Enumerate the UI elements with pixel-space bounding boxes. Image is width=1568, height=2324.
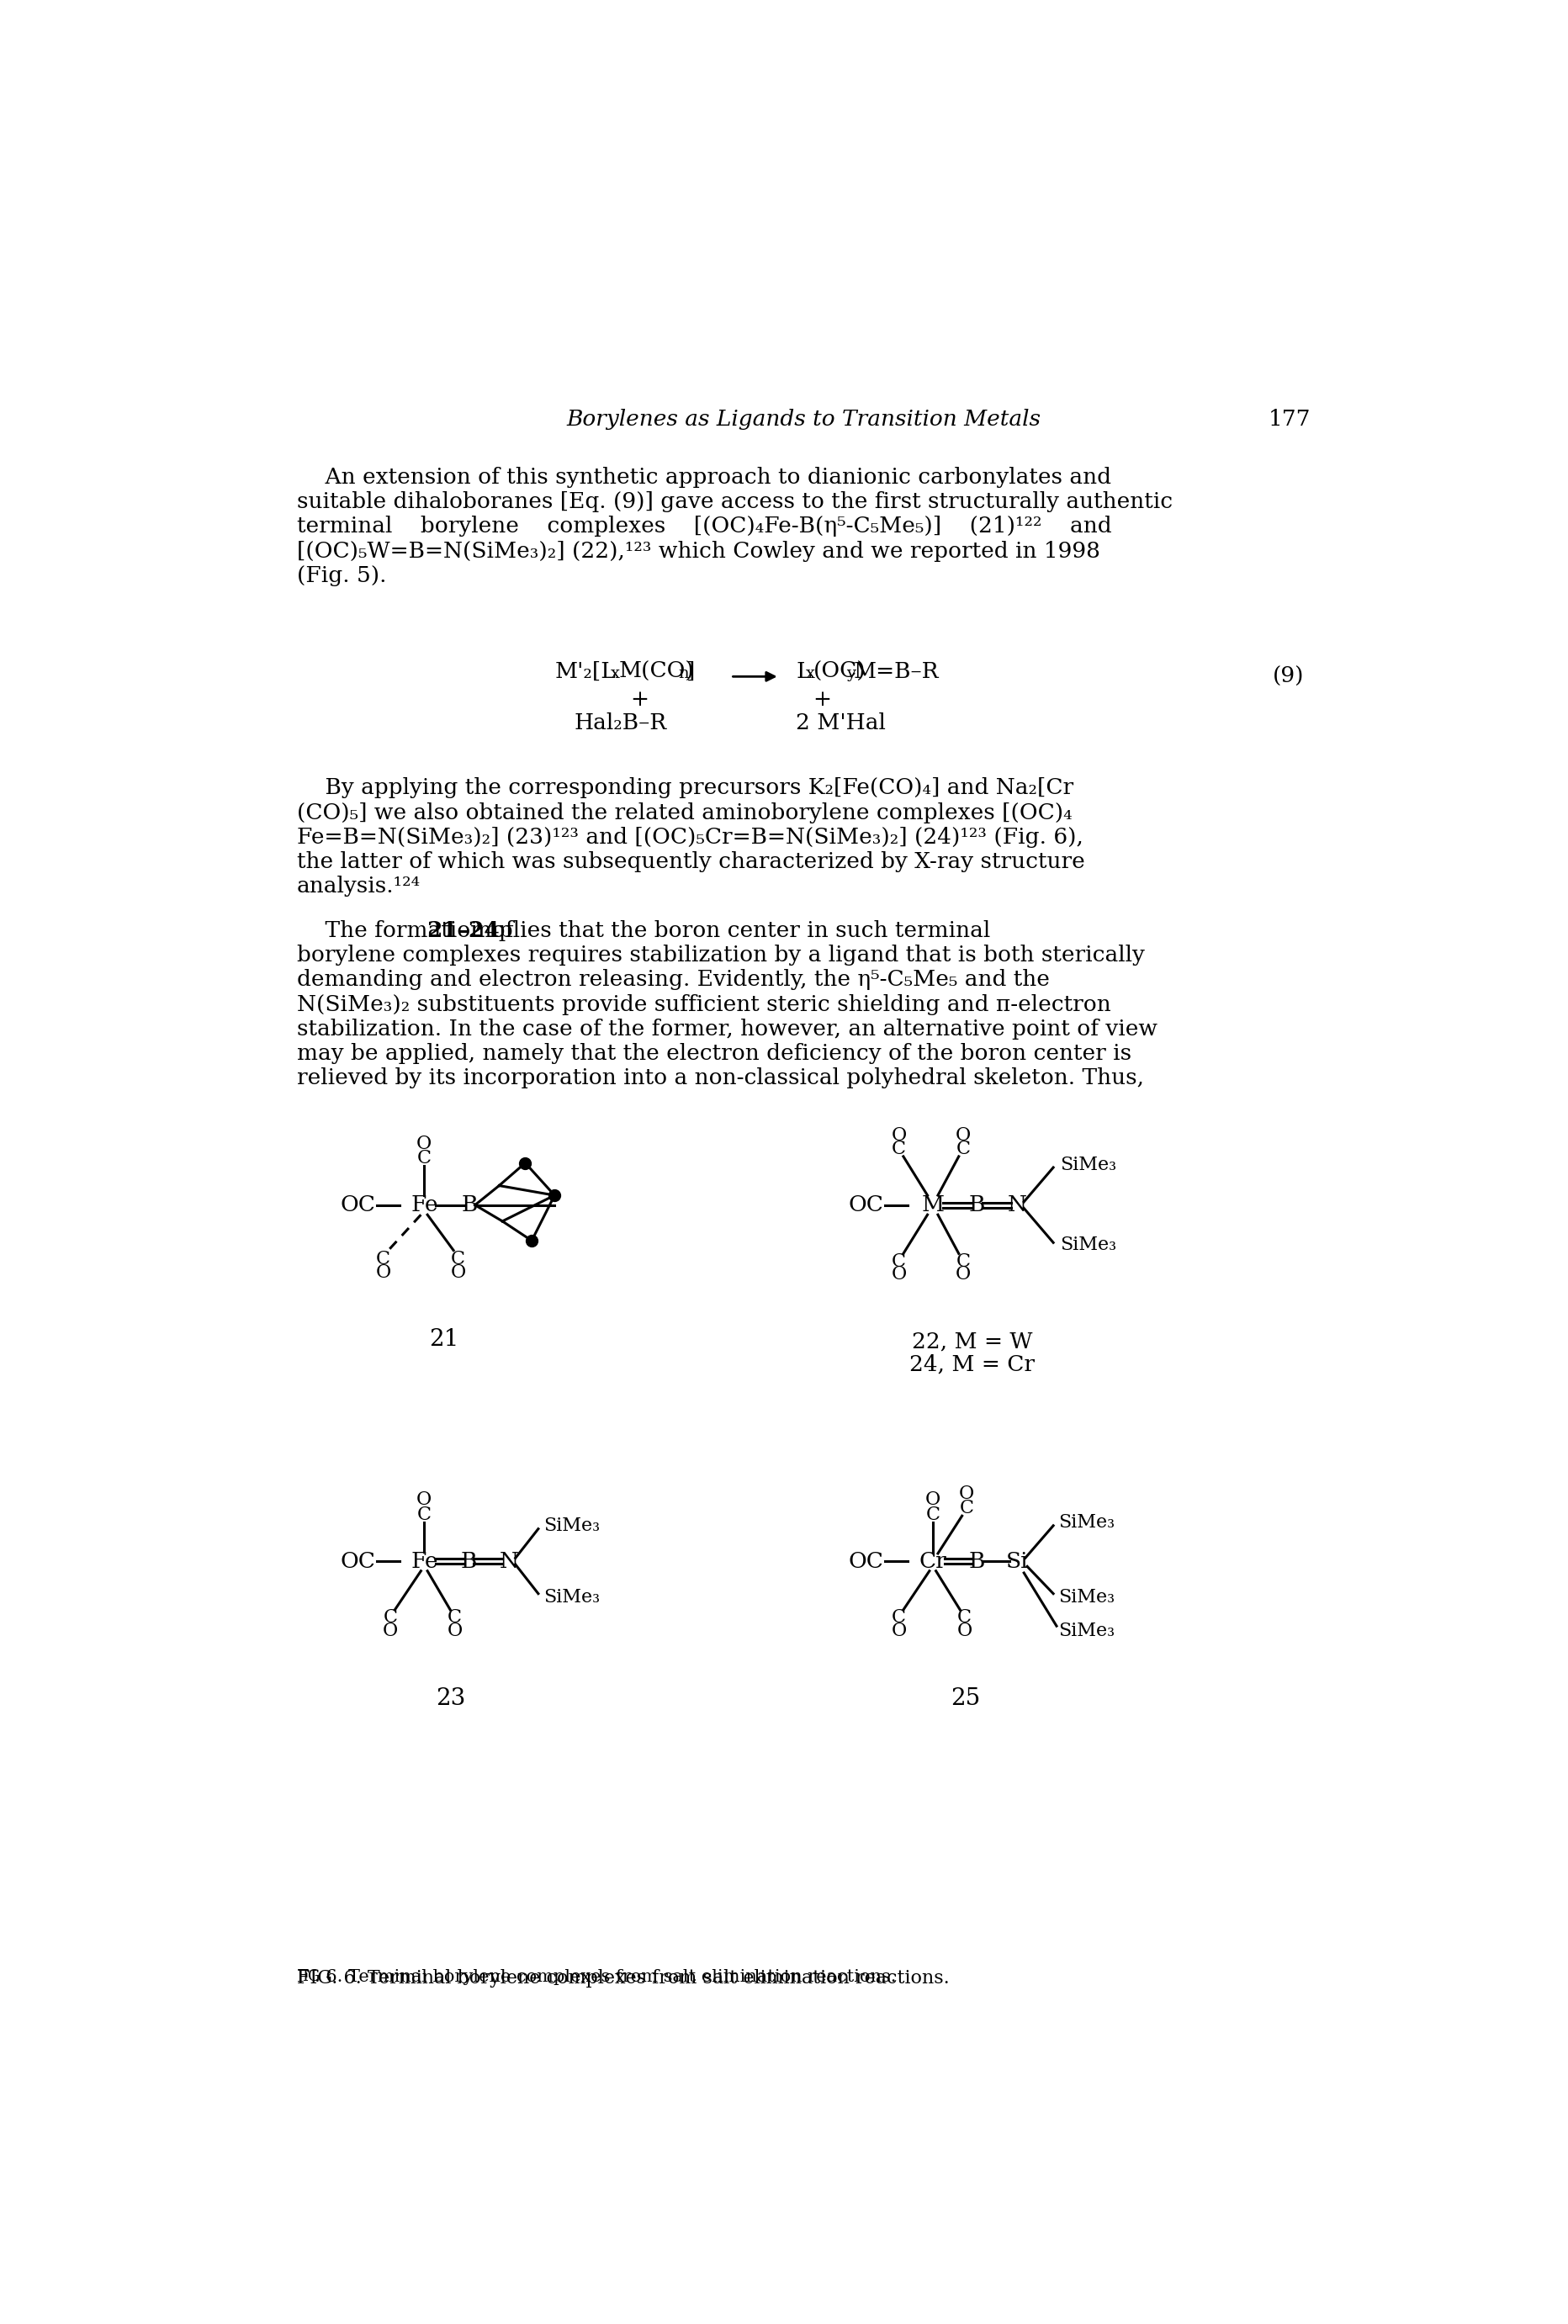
Text: C: C: [892, 1139, 906, 1157]
Text: F: F: [296, 1968, 309, 1985]
Text: implies that the boron center in such terminal: implies that the boron center in such te…: [463, 920, 989, 941]
Text: O: O: [375, 1264, 390, 1281]
Text: C: C: [956, 1253, 971, 1271]
Text: 25: 25: [950, 1687, 980, 1710]
Text: C: C: [448, 1608, 463, 1627]
Text: 177: 177: [1269, 409, 1311, 430]
Text: SiMe₃: SiMe₃: [1060, 1155, 1116, 1174]
Text: . 6. Terminal borylene complexes from salt elimination reactions.: . 6. Terminal borylene complexes from sa…: [315, 1968, 897, 1985]
Text: O: O: [417, 1134, 431, 1153]
Text: C: C: [452, 1250, 466, 1269]
Text: OC: OC: [340, 1195, 375, 1215]
Text: 21: 21: [430, 1327, 458, 1350]
Text: B: B: [969, 1550, 985, 1571]
Text: ]: ]: [687, 660, 695, 681]
Text: 2 M'Hal: 2 M'Hal: [797, 711, 886, 732]
Text: C: C: [417, 1148, 431, 1167]
Text: L: L: [797, 660, 811, 681]
Text: B: B: [969, 1195, 985, 1215]
Text: SiMe₃: SiMe₃: [1058, 1622, 1115, 1641]
Text: An extension of this synthetic approach to dianionic carbonylates and: An extension of this synthetic approach …: [296, 467, 1112, 488]
Text: C: C: [383, 1608, 397, 1627]
Text: The formation of: The formation of: [296, 920, 521, 941]
Text: (9): (9): [1273, 667, 1305, 688]
Text: [(OC)₅W=B=N(SiMe₃)₂] (22),¹²³ which Cowley and we reported in 1998: [(OC)₅W=B=N(SiMe₃)₂] (22),¹²³ which Cowl…: [296, 541, 1101, 562]
Text: O: O: [960, 1485, 974, 1504]
Text: O: O: [891, 1127, 906, 1146]
Text: OC: OC: [340, 1550, 375, 1571]
Text: y: y: [847, 667, 855, 681]
Text: C: C: [417, 1506, 431, 1525]
Text: C: C: [892, 1608, 906, 1627]
Text: SiMe₃: SiMe₃: [544, 1587, 601, 1606]
Text: x: x: [806, 667, 815, 681]
Text: O: O: [891, 1622, 906, 1641]
Text: analysis.¹²⁴: analysis.¹²⁴: [296, 876, 420, 897]
Text: O: O: [955, 1127, 971, 1146]
Text: B: B: [461, 1195, 478, 1215]
Text: stabilization. In the case of the former, however, an alternative point of view: stabilization. In the case of the former…: [296, 1018, 1157, 1039]
Text: C: C: [376, 1250, 390, 1269]
Text: 24, M = Cr: 24, M = Cr: [909, 1355, 1035, 1376]
Text: N(SiMe₃)₂ substituents provide sufficient steric shielding and π-electron: N(SiMe₃)₂ substituents provide sufficien…: [296, 995, 1112, 1016]
Text: O: O: [450, 1264, 466, 1281]
Text: O: O: [956, 1622, 972, 1641]
Text: terminal    borylene    complexes    [(OC)₄Fe-B(η⁵-C₅Me₅)]    (21)¹²²    and: terminal borylene complexes [(OC)₄Fe-B(η…: [296, 516, 1112, 537]
Text: M(CO): M(CO): [618, 660, 695, 681]
Text: suitable dihaloboranes [Eq. (9)] gave access to the first structurally authentic: suitable dihaloboranes [Eq. (9)] gave ac…: [296, 490, 1173, 511]
Text: Fe=B=N(SiMe₃)₂] (23)¹²³ and [(OC)₅Cr=B=N(SiMe₃)₂] (24)¹²³ (Fig. 6),: Fe=B=N(SiMe₃)₂] (23)¹²³ and [(OC)₅Cr=B=N…: [296, 827, 1083, 848]
Text: borylene complexes requires stabilization by a ligand that is both sterically: borylene complexes requires stabilizatio…: [296, 944, 1145, 967]
Text: 23: 23: [436, 1687, 466, 1710]
Text: C: C: [925, 1506, 939, 1525]
Text: O: O: [417, 1490, 431, 1508]
Text: M'₂[L: M'₂[L: [555, 660, 616, 681]
Text: O: O: [891, 1264, 906, 1283]
Text: OC: OC: [848, 1195, 884, 1215]
Text: +: +: [812, 688, 831, 709]
Text: Si: Si: [1007, 1550, 1029, 1571]
Text: M=B–R: M=B–R: [855, 660, 939, 681]
Text: may be applied, namely that the electron deficiency of the boron center is: may be applied, namely that the electron…: [296, 1043, 1132, 1064]
Text: SiMe₃: SiMe₃: [1060, 1236, 1116, 1255]
Text: O: O: [383, 1622, 398, 1641]
Text: By applying the corresponding precursors K₂[Fe(CO)₄] and Na₂[Cr: By applying the corresponding precursors…: [296, 779, 1074, 799]
Text: B: B: [461, 1550, 477, 1571]
Text: demanding and electron releasing. Evidently, the η⁵-C₅Me₅ and the: demanding and electron releasing. Eviden…: [296, 969, 1051, 990]
Text: the latter of which was subsequently characterized by X-ray structure: the latter of which was subsequently cha…: [296, 851, 1085, 872]
Text: n: n: [679, 667, 688, 681]
Text: C: C: [956, 1139, 971, 1157]
Text: (OC): (OC): [814, 660, 866, 681]
Text: SiMe₃: SiMe₃: [1058, 1513, 1115, 1532]
Text: 22, M = W: 22, M = W: [911, 1332, 1032, 1353]
Text: IG: IG: [303, 1968, 320, 1985]
Text: O: O: [955, 1264, 971, 1283]
Text: Hal₂B–R: Hal₂B–R: [574, 711, 666, 732]
Text: SiMe₃: SiMe₃: [1058, 1587, 1115, 1606]
Text: Cr: Cr: [919, 1550, 947, 1571]
Text: C: C: [892, 1253, 906, 1271]
Text: Borylenes as Ligands to Transition Metals: Borylenes as Ligands to Transition Metal…: [566, 409, 1041, 430]
Text: (Fig. 5).: (Fig. 5).: [296, 565, 387, 586]
Text: OC: OC: [848, 1550, 884, 1571]
Text: +: +: [630, 688, 649, 709]
Text: C: C: [958, 1608, 972, 1627]
Text: N: N: [1008, 1195, 1027, 1215]
Text: 21–24: 21–24: [426, 920, 500, 941]
Text: M: M: [922, 1195, 944, 1215]
Text: O: O: [447, 1622, 463, 1641]
Text: N: N: [499, 1550, 519, 1571]
Text: (CO)₅] we also obtained the related aminoborylene complexes [(OC)₄: (CO)₅] we also obtained the related amin…: [296, 802, 1073, 823]
Text: relieved by its incorporation into a non-classical polyhedral skeleton. Thus,: relieved by its incorporation into a non…: [296, 1067, 1145, 1088]
Text: Fe: Fe: [411, 1550, 437, 1571]
Text: SiMe₃: SiMe₃: [544, 1515, 601, 1534]
Text: C: C: [960, 1499, 974, 1518]
Text: Fe: Fe: [411, 1195, 437, 1215]
Text: x: x: [610, 667, 619, 681]
Text: FIG. 6. Terminal borylene complexes from salt elimination reactions.: FIG. 6. Terminal borylene complexes from…: [296, 1968, 950, 1987]
Text: O: O: [925, 1490, 941, 1508]
